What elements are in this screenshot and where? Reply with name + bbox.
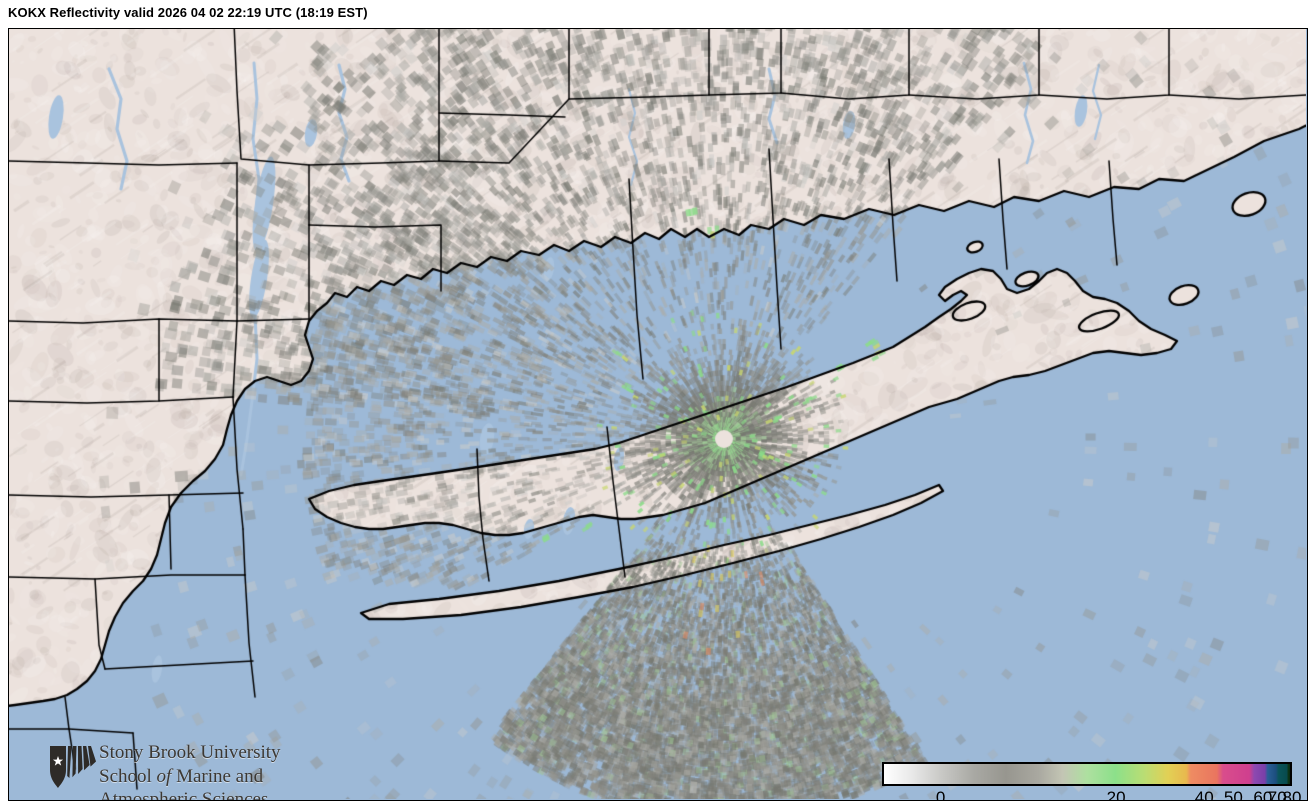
radar-reflectivity-map[interactable] <box>9 29 1306 799</box>
colorbar-tick-labels: 0 20 40 50 60 70 80 <box>882 788 1302 801</box>
colorbar-tick-80: 80 <box>1282 788 1302 801</box>
colorbar-gradient-box <box>882 762 1292 786</box>
radar-map-frame[interactable]: Stony Brook University School of Marine … <box>8 28 1308 801</box>
colorbar-gradient <box>884 764 1290 784</box>
colorbar-tick-40: 40 <box>1194 788 1214 801</box>
reflectivity-colorbar: 0 20 40 50 60 70 80 <box>882 762 1302 801</box>
colorbar-tick-50: 50 <box>1223 788 1243 801</box>
colorbar-tick-70: 70 <box>1267 788 1287 801</box>
colorbar-tick-60: 60 <box>1253 788 1273 801</box>
colorbar-tick-20: 20 <box>1106 788 1126 801</box>
title-bar: KOKX Reflectivity valid 2026 04 02 22:19… <box>0 0 1316 28</box>
page-title: KOKX Reflectivity valid 2026 04 02 22:19… <box>8 5 368 20</box>
colorbar-tick-0: 0 <box>935 788 946 801</box>
